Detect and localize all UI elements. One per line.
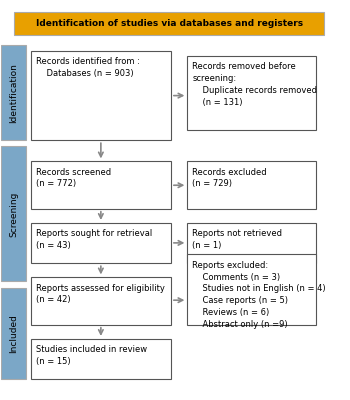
FancyBboxPatch shape	[31, 51, 171, 140]
FancyBboxPatch shape	[187, 161, 316, 209]
FancyBboxPatch shape	[31, 339, 171, 379]
Text: Records removed before
screening:
    Duplicate records removed
    (n = 131): Records removed before screening: Duplic…	[192, 62, 317, 107]
Text: Identification of studies via databases and registers: Identification of studies via databases …	[36, 19, 303, 28]
FancyBboxPatch shape	[31, 223, 171, 263]
FancyBboxPatch shape	[1, 288, 26, 379]
FancyBboxPatch shape	[187, 56, 316, 130]
Text: Screening: Screening	[9, 191, 18, 237]
FancyBboxPatch shape	[31, 161, 171, 209]
FancyBboxPatch shape	[1, 146, 26, 281]
FancyBboxPatch shape	[187, 254, 316, 325]
FancyBboxPatch shape	[14, 12, 324, 35]
Text: Records identified from :
    Databases (n = 903): Records identified from : Databases (n =…	[36, 57, 140, 78]
FancyBboxPatch shape	[1, 45, 26, 140]
Text: Included: Included	[9, 314, 18, 353]
Text: Studies included in review
(n = 15): Studies included in review (n = 15)	[36, 345, 147, 366]
FancyBboxPatch shape	[187, 223, 316, 263]
Text: Reports sought for retrieval
(n = 43): Reports sought for retrieval (n = 43)	[36, 229, 152, 250]
FancyBboxPatch shape	[31, 277, 171, 325]
Text: Identification: Identification	[9, 63, 18, 123]
Text: Reports assessed for eligibility
(n = 42): Reports assessed for eligibility (n = 42…	[36, 284, 164, 304]
Text: Reports not retrieved
(n = 1): Reports not retrieved (n = 1)	[192, 229, 282, 250]
Text: Records excluded
(n = 729): Records excluded (n = 729)	[192, 168, 267, 188]
Text: Reports excluded:
    Comments (n = 3)
    Studies not in English (n = 4)
    Ca: Reports excluded: Comments (n = 3) Studi…	[192, 261, 326, 329]
Text: Records screened
(n = 772): Records screened (n = 772)	[36, 168, 111, 188]
